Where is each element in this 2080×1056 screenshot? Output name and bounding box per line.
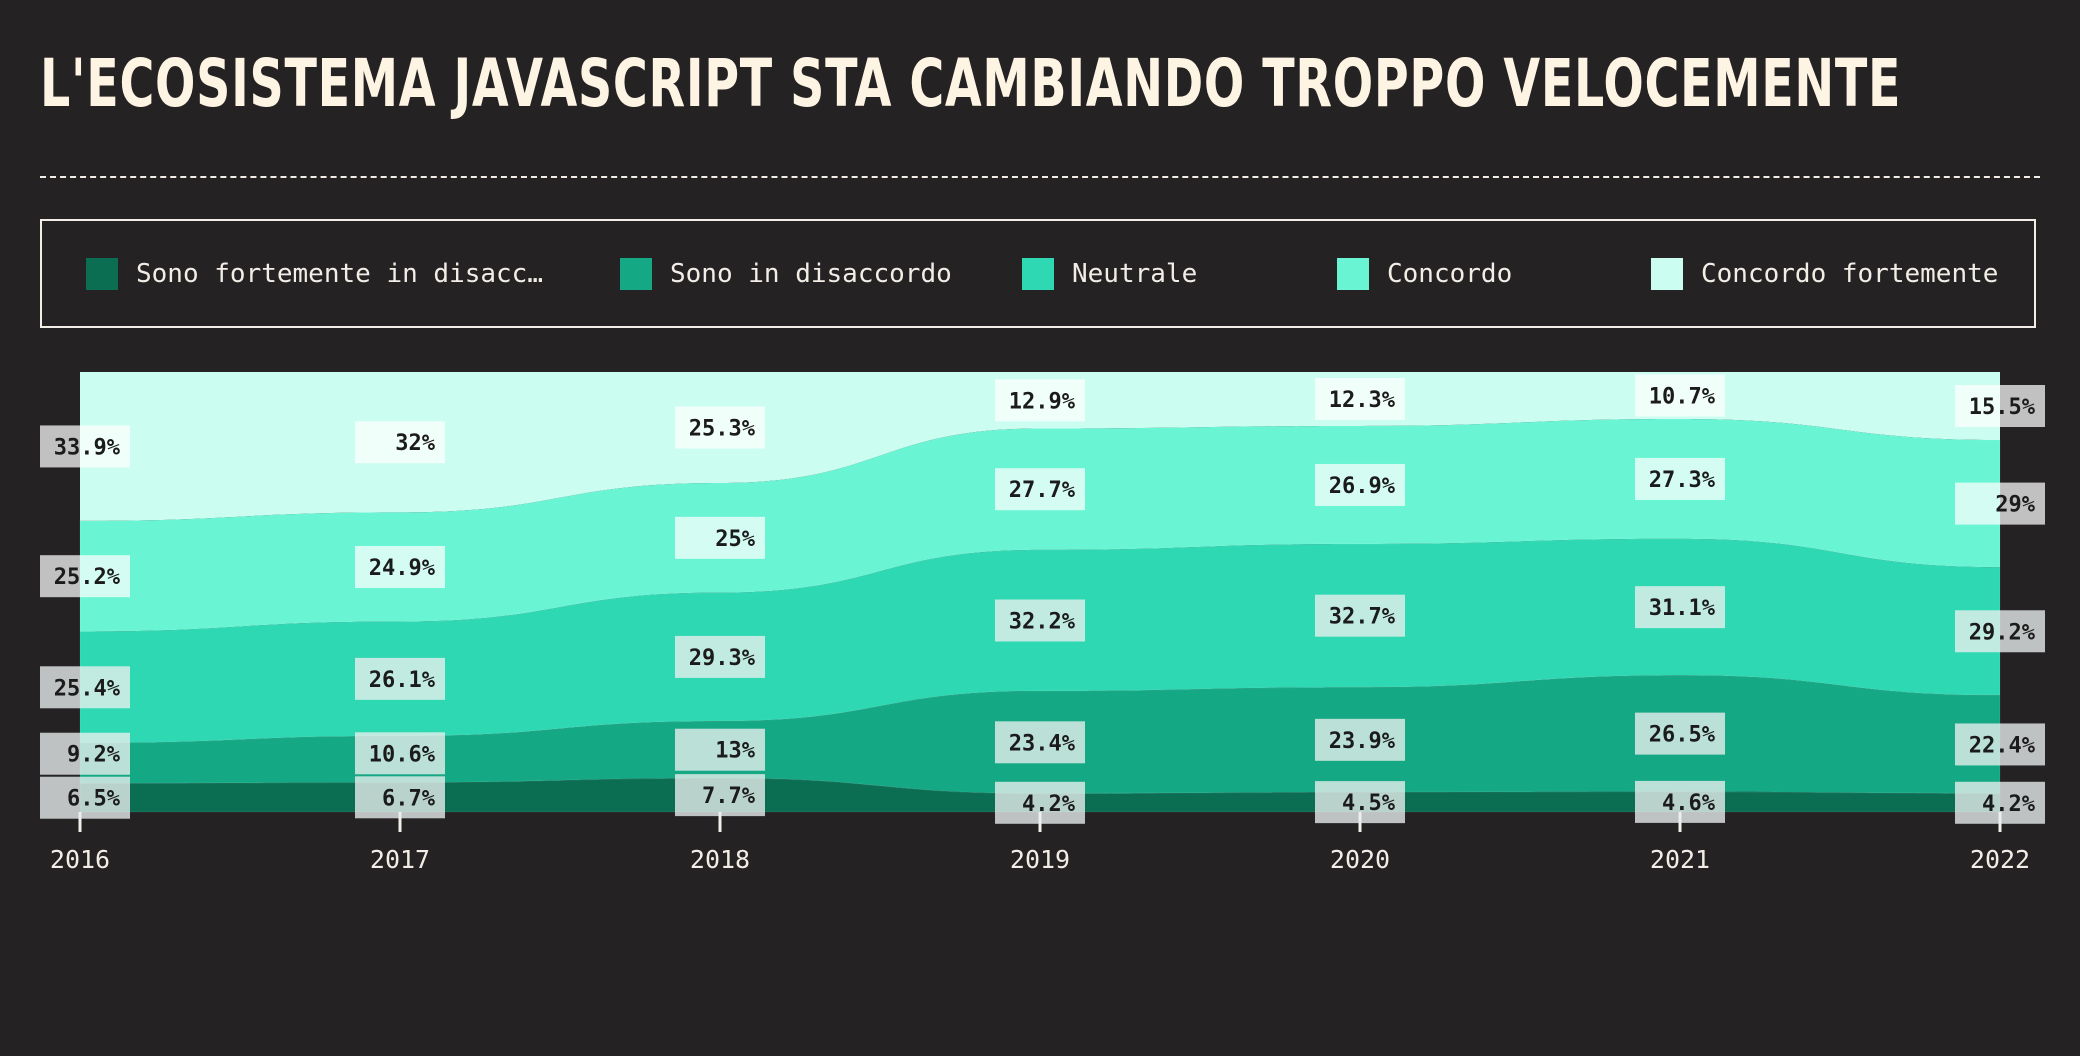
data-label-box — [1315, 463, 1405, 506]
data-label-box — [675, 516, 765, 559]
x-axis-tick-label: 2017 — [370, 845, 430, 874]
legend-label: Concordo — [1387, 258, 1513, 289]
data-label: 12.3% — [1329, 388, 1396, 413]
x-axis-tick-label: 2016 — [50, 845, 110, 874]
data-label-box — [675, 406, 765, 449]
data-label-box — [995, 781, 1085, 824]
data-label-box — [1635, 374, 1725, 417]
data-label: 23.4% — [1009, 731, 1076, 756]
data-label: 25.2% — [54, 565, 121, 590]
data-label-box — [1955, 610, 2045, 653]
data-label: 25% — [715, 527, 755, 552]
legend: Sono fortemente in disacc… Sono in disac… — [40, 219, 2036, 328]
legend-swatch — [86, 257, 118, 290]
data-label: 26.5% — [1649, 723, 1716, 748]
data-label: 6.5% — [67, 787, 121, 812]
data-label-box — [995, 599, 1085, 642]
data-label-box — [1315, 781, 1405, 824]
data-label: 29.2% — [1969, 620, 2036, 645]
legend-item-disagree[interactable]: Sono in disaccordo — [620, 221, 952, 326]
data-label-box — [40, 666, 130, 709]
data-label: 26.9% — [1329, 474, 1396, 499]
legend-swatch — [1651, 257, 1683, 290]
data-label-box — [1955, 781, 2045, 824]
data-label: 10.7% — [1649, 384, 1716, 409]
data-label-box — [355, 421, 445, 464]
data-label: 4.6% — [1662, 791, 1716, 816]
data-label: 32.7% — [1329, 605, 1396, 630]
data-label-box — [1315, 594, 1405, 637]
data-label-box — [1635, 712, 1725, 755]
legend-swatch — [1022, 257, 1054, 290]
title-divider — [40, 176, 2040, 178]
data-label: 4.2% — [1022, 792, 1076, 817]
data-label: 23.9% — [1329, 729, 1396, 754]
data-label: 13% — [715, 739, 755, 764]
data-label: 12.9% — [1009, 389, 1076, 414]
data-label: 27.7% — [1009, 478, 1076, 503]
data-label: 26.1% — [369, 668, 436, 693]
data-label: 6.7% — [382, 786, 436, 811]
data-label: 7.7% — [702, 784, 756, 809]
data-label-box — [995, 721, 1085, 764]
x-axis-tick-label: 2020 — [1330, 845, 1390, 874]
legend-item-strongly-disagree[interactable]: Sono fortemente in disacc… — [86, 221, 543, 326]
data-label-box — [40, 425, 130, 468]
data-label-box — [355, 657, 445, 700]
x-axis-tick-label: 2022 — [1970, 845, 2030, 874]
legend-item-agree[interactable]: Concordo — [1337, 221, 1512, 326]
data-label: 33.9% — [54, 435, 121, 460]
data-label-box — [1955, 482, 2045, 525]
legend-label: Sono fortemente in disacc… — [136, 258, 543, 289]
area-concordo-fortemente — [80, 372, 2000, 521]
data-label: 15.5% — [1969, 395, 2036, 420]
legend-item-neutral[interactable]: Neutrale — [1022, 221, 1197, 326]
legend-label: Sono in disaccordo — [670, 258, 952, 289]
data-label-box — [1635, 457, 1725, 500]
data-label-box — [995, 468, 1085, 511]
data-label: 27.3% — [1649, 468, 1716, 493]
data-label-box — [1955, 723, 2045, 766]
chart-title: L'ECOSISTEMA JAVASCRIPT STA CAMBIANDO TR… — [40, 45, 1902, 122]
area-concordo — [79, 418, 2001, 633]
data-label: 25.4% — [54, 676, 121, 701]
data-label: 29% — [1995, 493, 2035, 518]
data-label-box — [1315, 718, 1405, 761]
data-label-box — [675, 728, 765, 771]
data-label: 22.4% — [1969, 733, 2036, 758]
data-label: 24.9% — [369, 556, 436, 581]
legend-item-strongly-agree[interactable]: Concordo fortemente — [1651, 221, 1998, 326]
data-label: 25.3% — [689, 416, 756, 441]
data-label: 32% — [395, 431, 435, 456]
data-label-box — [40, 732, 130, 775]
data-label-box — [355, 776, 445, 819]
data-label-box — [355, 732, 445, 775]
data-label-box — [40, 555, 130, 598]
data-label: 4.2% — [1982, 792, 2036, 817]
data-label: 9.2% — [67, 743, 121, 768]
data-label: 32.2% — [1009, 609, 1076, 634]
data-label-box — [995, 379, 1085, 422]
x-axis-tick-label: 2019 — [1010, 845, 1070, 874]
data-label: 29.3% — [689, 646, 756, 671]
legend-swatch — [620, 257, 652, 290]
x-axis-tick-label: 2021 — [1650, 845, 1710, 874]
data-label-box — [675, 635, 765, 678]
data-label: 4.5% — [1342, 791, 1396, 816]
data-label-box — [675, 774, 765, 817]
data-label-box — [1315, 377, 1405, 420]
data-label: 10.6% — [369, 742, 436, 767]
data-label-box — [355, 545, 445, 588]
data-label-box — [1955, 384, 2045, 427]
data-label-box — [1635, 586, 1725, 629]
legend-label: Concordo fortemente — [1701, 258, 1999, 289]
data-label-box — [1635, 780, 1725, 823]
data-label-box — [40, 776, 130, 819]
legend-label: Neutrale — [1072, 258, 1198, 289]
legend-swatch — [1337, 257, 1369, 290]
x-axis-tick-label: 2018 — [690, 845, 750, 874]
data-label: 31.1% — [1649, 596, 1716, 621]
